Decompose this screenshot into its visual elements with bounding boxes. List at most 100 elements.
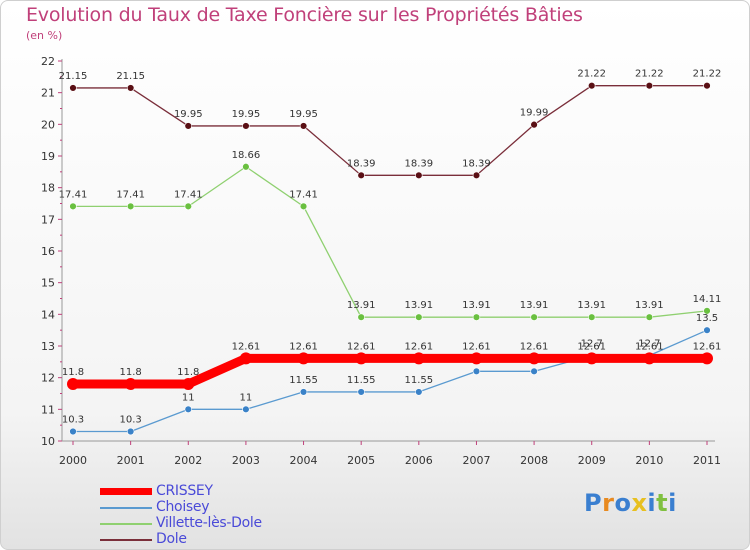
data-point-choisey-2008	[530, 367, 538, 376]
y-tick-label-21: 21	[41, 87, 55, 100]
data-label-villette-l-s-dole-2001: 17.41	[116, 189, 145, 200]
legend-label-dole: Dole	[156, 531, 187, 547]
data-point-villette-l-s-dole-2005	[357, 313, 365, 321]
data-label-villette-l-s-dole-2000: 17.41	[59, 189, 88, 200]
series-line-villette-l-s-dole	[72, 166, 708, 318]
data-point-dole-2002	[184, 122, 192, 130]
data-label-crissey-2007: 12.61	[462, 341, 491, 352]
logo-letter: t	[656, 489, 669, 517]
data-point-dole-2010	[645, 81, 654, 90]
data-label-villette-l-s-dole-2004: 17.41	[289, 189, 318, 200]
data-label-dole-2002: 19.95	[174, 109, 203, 120]
data-label-choisey-2003: 11	[240, 392, 253, 403]
data-point-crissey-2005	[355, 352, 368, 365]
data-point-dole-2007	[472, 171, 481, 180]
data-label-choisey-2005: 11.55	[347, 375, 376, 386]
data-point-villette-l-s-dole-2001	[126, 202, 135, 211]
y-tick-label-17: 17	[41, 213, 55, 226]
x-tick-label-2008: 2008	[520, 454, 548, 467]
data-point-dole-2004	[299, 122, 308, 130]
data-point-crissey-2001	[124, 378, 137, 390]
y-tick-label-13: 13	[41, 340, 55, 353]
data-label-dole-2011: 21.22	[693, 69, 722, 80]
data-label-crissey-2002: 11.8	[177, 367, 199, 378]
data-point-dole-2001	[126, 84, 135, 92]
data-point-villette-l-s-dole-2009	[588, 313, 596, 321]
data-label-crissey-2003: 12.61	[232, 341, 261, 352]
data-point-dole-2005	[357, 171, 365, 180]
data-point-dole-2011	[703, 81, 711, 90]
data-point-villette-l-s-dole-2006	[415, 313, 423, 321]
legend-swatch-crissey	[100, 488, 152, 495]
y-tick-label-15: 15	[41, 277, 55, 290]
data-label-crissey-2000: 11.8	[62, 367, 84, 378]
data-label-dole-2001: 21.15	[116, 71, 145, 82]
data-point-dole-2000	[69, 84, 77, 92]
x-tick-label-2006: 2006	[405, 454, 433, 467]
data-point-choisey-2011	[703, 326, 711, 334]
x-tick-label-2002: 2002	[174, 454, 202, 467]
data-label-villette-l-s-dole-2008: 13.91	[520, 300, 549, 311]
y-tick-label-20: 20	[41, 118, 55, 131]
data-point-crissey-2007	[470, 352, 483, 365]
y-tick-label-19: 19	[41, 150, 55, 163]
proxiti-logo: Proxiti	[584, 489, 677, 517]
logo-letter: r	[602, 489, 615, 517]
data-label-choisey-2006: 11.55	[404, 375, 433, 386]
data-label-choisey-2004: 11.55	[289, 375, 318, 386]
data-point-crissey-2003	[239, 352, 252, 365]
data-label-choisey-2011: 13.5	[696, 313, 718, 324]
data-label-choisey-2010: 12.7	[638, 339, 660, 350]
x-tick-label-2004: 2004	[290, 454, 318, 467]
data-label-villette-l-s-dole-2009: 13.91	[577, 300, 606, 311]
data-point-crissey-2008	[528, 352, 541, 365]
data-label-crissey-2010: 12.61	[635, 341, 664, 352]
legend-swatch-dole	[100, 539, 152, 541]
y-tick-label-22: 22	[41, 55, 55, 68]
data-label-crissey-2005: 12.61	[347, 341, 376, 352]
data-point-crissey-2004	[297, 352, 310, 365]
data-label-dole-2005: 18.39	[347, 158, 376, 169]
data-point-villette-l-s-dole-2004	[299, 202, 308, 211]
legend-swatch-villette	[100, 523, 152, 525]
x-tick-label-2001: 2001	[117, 454, 145, 467]
logo-letter: o	[614, 489, 632, 517]
data-label-dole-2007: 18.39	[462, 158, 491, 169]
data-label-dole-2006: 18.39	[404, 158, 433, 169]
data-point-choisey-2004	[299, 388, 308, 396]
x-tick-label-2011: 2011	[693, 454, 721, 467]
data-label-crissey-2001: 11.8	[120, 367, 142, 378]
x-tick-label-2009: 2009	[578, 454, 606, 467]
data-label-crissey-2009: 12.61	[577, 341, 606, 352]
data-point-choisey-2007	[472, 367, 481, 376]
data-label-dole-2010: 21.22	[635, 69, 664, 80]
data-label-dole-2008: 19.99	[520, 108, 549, 119]
y-tick-label-14: 14	[41, 308, 55, 321]
data-label-villette-l-s-dole-2011: 14.11	[693, 294, 722, 305]
data-point-crissey-2006	[412, 352, 425, 365]
legend-label-crissey: CRISSEY	[156, 483, 213, 499]
data-point-villette-l-s-dole-2007	[472, 313, 481, 321]
series-line-dole	[72, 85, 708, 176]
data-label-villette-l-s-dole-2005: 13.91	[347, 300, 376, 311]
data-label-crissey-2004: 12.61	[289, 341, 318, 352]
x-tick-label-2000: 2000	[59, 454, 87, 467]
data-point-crissey-2000	[67, 378, 79, 390]
data-point-dole-2003	[242, 122, 250, 130]
chart-subtitle: (en %)	[26, 29, 63, 42]
data-point-villette-l-s-dole-2008	[530, 313, 538, 321]
data-label-choisey-2002: 11	[182, 392, 195, 403]
data-label-dole-2003: 19.95	[232, 109, 261, 120]
data-point-crissey-2009	[585, 352, 598, 365]
legend-label-choisey: Choisey	[156, 499, 210, 515]
y-tick-label-10: 10	[41, 435, 55, 448]
logo-letter: P	[584, 489, 603, 517]
data-point-choisey-2005	[357, 388, 365, 396]
data-label-dole-2004: 19.95	[289, 109, 318, 120]
y-tick-label-11: 11	[41, 403, 55, 416]
data-label-choisey-2000: 10.3	[62, 415, 84, 426]
logo-letter: i	[647, 489, 657, 517]
chart-title: Evolution du Taux de Taxe Foncière sur l…	[26, 4, 583, 26]
